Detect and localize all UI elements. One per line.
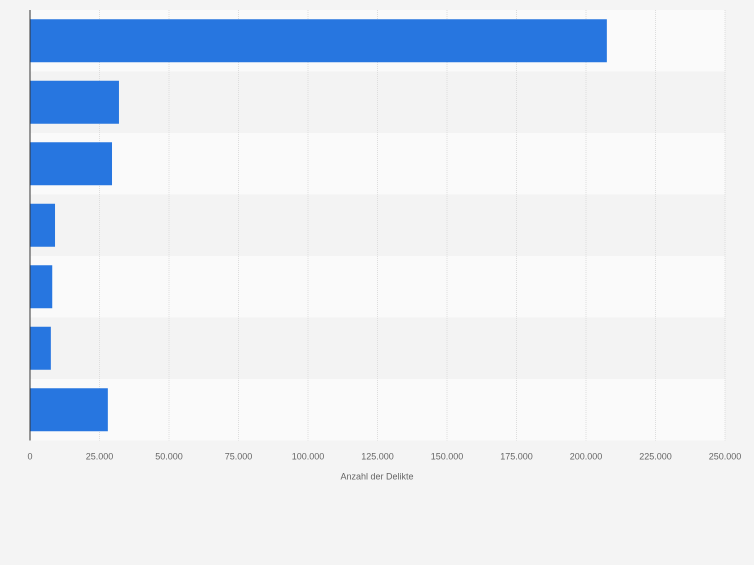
x-tick-label: 75.000 <box>225 452 253 462</box>
x-tick-label: 200.000 <box>570 452 603 462</box>
bar[interactable] <box>30 80 119 124</box>
gridlines <box>99 10 726 441</box>
x-tick-label: 125.000 <box>361 452 394 462</box>
x-tick-labels: 0 25.000 50.000 75.000 100.000 125.000 150.000… <box>27 452 741 462</box>
bar[interactable] <box>30 19 607 63</box>
bar[interactable] <box>30 388 108 432</box>
x-tick-label: 225.000 <box>639 452 672 462</box>
x-tick-label: 175.000 <box>500 452 533 462</box>
bar[interactable] <box>30 265 53 309</box>
x-tick-label: 250.000 <box>709 452 742 462</box>
x-tick-label: 0 <box>27 452 32 462</box>
bars <box>30 19 607 432</box>
bar[interactable] <box>30 326 51 370</box>
x-tick-label: 100.000 <box>292 452 325 462</box>
x-tick-label: 50.000 <box>155 452 183 462</box>
x-tick-label: 150.000 <box>431 452 464 462</box>
bar[interactable] <box>30 142 113 186</box>
x-axis-label: Anzahl der Delikte <box>340 472 413 482</box>
x-tick-label: 25.000 <box>86 452 114 462</box>
bar[interactable] <box>30 203 56 247</box>
